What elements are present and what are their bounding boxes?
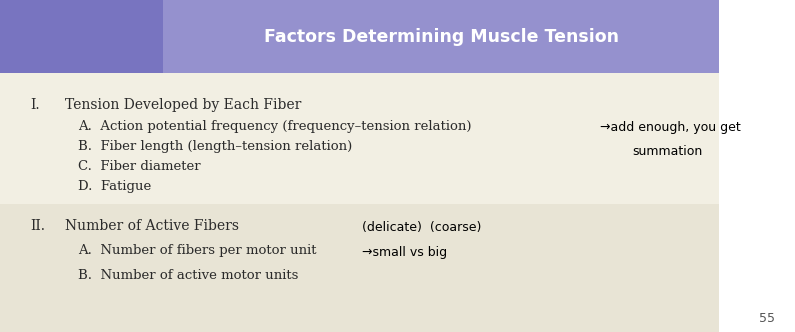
Text: →small vs big: →small vs big [362,246,447,259]
Text: 55: 55 [759,312,775,325]
Text: A.  Action potential frequency (frequency–tension relation): A. Action potential frequency (frequency… [78,120,471,133]
Text: B.  Number of active motor units: B. Number of active motor units [78,269,298,282]
Text: C.  Fiber diameter: C. Fiber diameter [78,160,200,173]
Text: D.  Fatigue: D. Fatigue [78,180,151,193]
Text: summation: summation [632,144,702,158]
Bar [0,204,719,332]
Text: A.  Number of fibers per motor unit: A. Number of fibers per motor unit [78,244,316,257]
Text: Tension Developed by Each Fiber: Tension Developed by Each Fiber [65,98,301,112]
Bar [163,0,719,73]
Text: →add enough, you get: →add enough, you get [600,121,741,134]
Text: Number of Active Fibers: Number of Active Fibers [65,219,239,233]
Text: (delicate)  (coarse): (delicate) (coarse) [362,221,481,234]
Bar [0,0,163,332]
Text: B.  Fiber length (length–tension relation): B. Fiber length (length–tension relation… [78,140,352,153]
Text: I.: I. [30,98,40,112]
Text: Factors Determining Muscle Tension: Factors Determining Muscle Tension [264,28,619,45]
Text: II.: II. [30,219,45,233]
Bar [0,73,719,204]
